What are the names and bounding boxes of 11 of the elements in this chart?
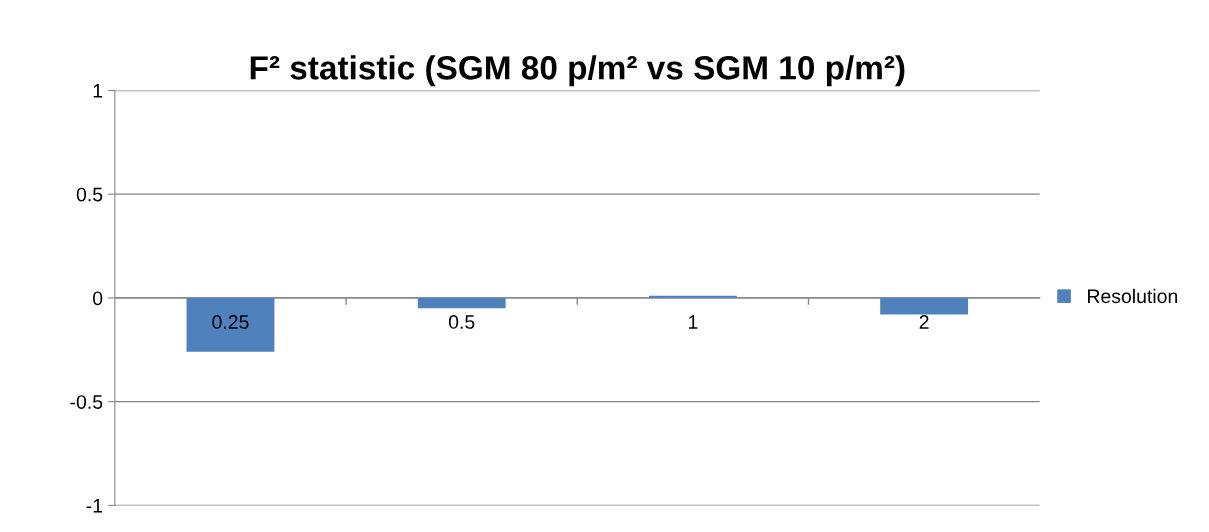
x-tick-label: 0.25 xyxy=(212,315,249,329)
y-tick-label: -0.5 xyxy=(70,395,103,409)
y-tick-label: 0 xyxy=(93,291,103,306)
y-tick-label: 1 xyxy=(93,84,103,98)
legend-label: Resolution xyxy=(1088,288,1178,304)
x-tick-label: 1 xyxy=(688,315,698,329)
y-tick-label: -1 xyxy=(86,499,103,513)
chart-title: F² statistic (SGM 80 p/m² vs SGM 10 p/m²) xyxy=(250,55,905,87)
x-tick-label: 0.5 xyxy=(448,315,475,329)
y-tick-label: 0.5 xyxy=(76,187,103,202)
x-tick-label: 2 xyxy=(919,315,929,329)
